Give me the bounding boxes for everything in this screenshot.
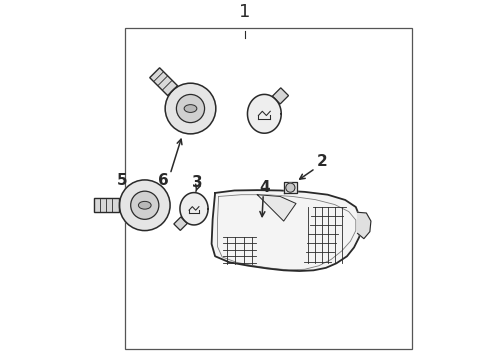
Polygon shape (257, 195, 296, 221)
Circle shape (131, 191, 159, 219)
Polygon shape (272, 88, 289, 104)
Circle shape (165, 83, 216, 134)
Polygon shape (150, 68, 177, 95)
Polygon shape (174, 217, 187, 230)
Polygon shape (212, 190, 361, 271)
Text: 6: 6 (158, 173, 169, 188)
Text: 4: 4 (259, 180, 270, 195)
Circle shape (120, 180, 170, 230)
Polygon shape (180, 193, 208, 225)
Ellipse shape (139, 201, 151, 209)
Circle shape (286, 183, 295, 192)
Polygon shape (358, 212, 371, 239)
Circle shape (176, 94, 204, 123)
Bar (125, 28, 412, 350)
Text: 5: 5 (117, 173, 128, 188)
Text: 2: 2 (317, 154, 327, 169)
Ellipse shape (184, 105, 197, 112)
Polygon shape (94, 198, 120, 212)
Polygon shape (247, 94, 281, 133)
Text: 1: 1 (239, 3, 251, 21)
Polygon shape (284, 183, 297, 193)
Text: 3: 3 (192, 175, 203, 190)
